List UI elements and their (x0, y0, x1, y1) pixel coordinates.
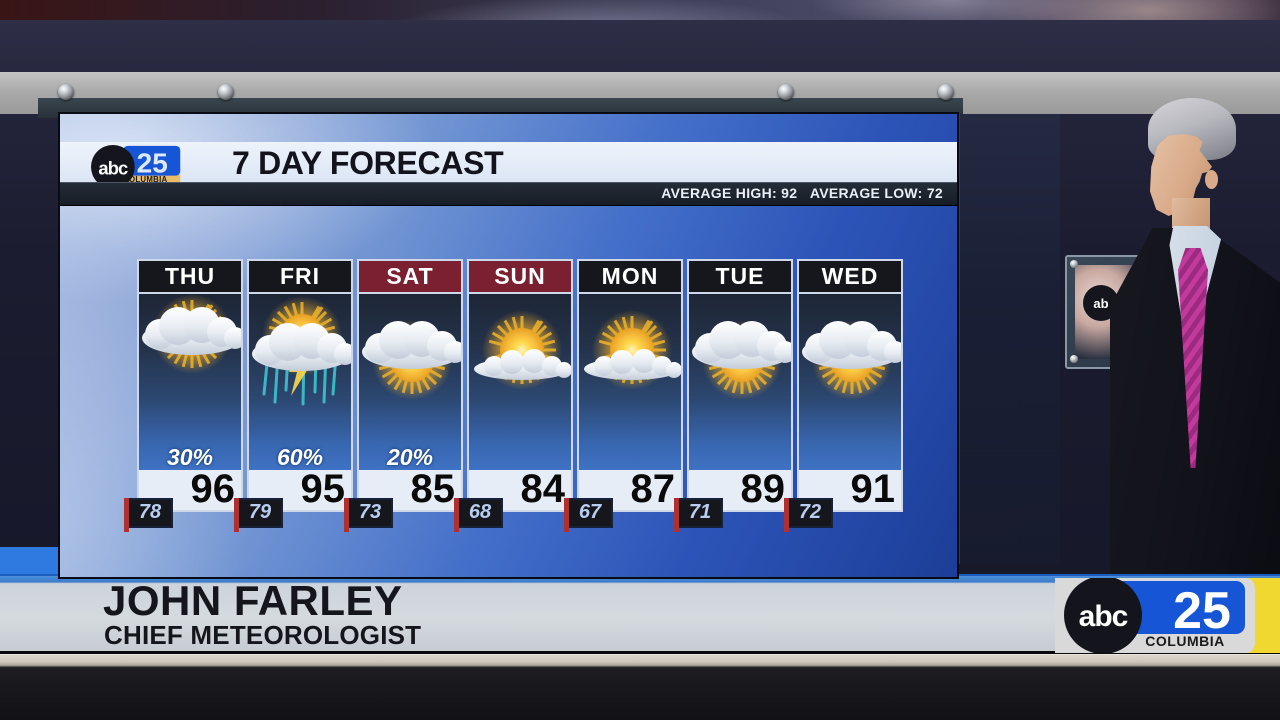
svg-text:25: 25 (1173, 582, 1231, 640)
svg-text:abc: abc (1079, 600, 1128, 633)
svg-text:COLUMBIA: COLUMBIA (1145, 633, 1224, 649)
